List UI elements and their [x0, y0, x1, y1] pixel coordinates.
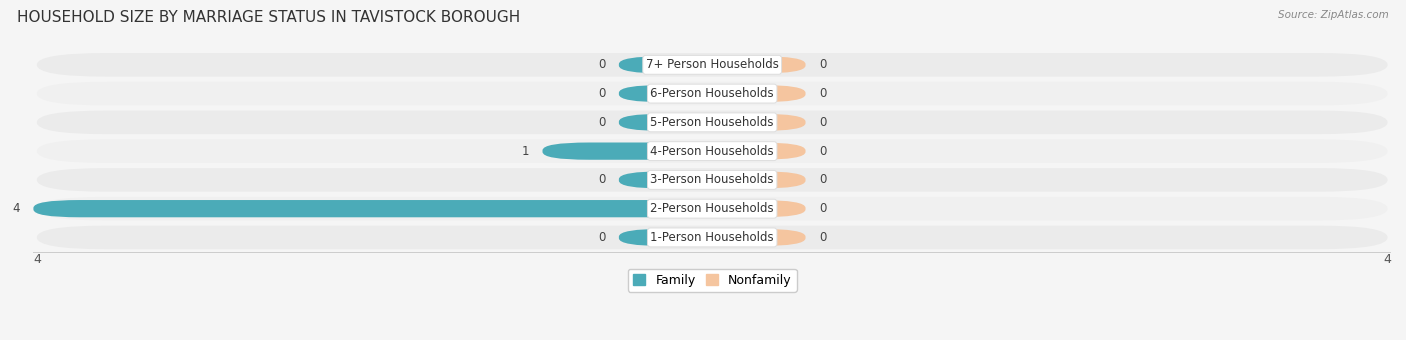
- Text: 0: 0: [820, 116, 827, 129]
- FancyBboxPatch shape: [713, 229, 806, 246]
- FancyBboxPatch shape: [37, 139, 1388, 163]
- FancyBboxPatch shape: [37, 82, 1388, 105]
- Text: 2-Person Households: 2-Person Households: [651, 202, 775, 215]
- Text: 4: 4: [34, 253, 41, 266]
- FancyBboxPatch shape: [713, 142, 806, 160]
- FancyBboxPatch shape: [713, 200, 806, 217]
- FancyBboxPatch shape: [619, 56, 713, 73]
- Text: 0: 0: [820, 202, 827, 215]
- FancyBboxPatch shape: [619, 171, 713, 188]
- Text: 0: 0: [598, 58, 606, 71]
- FancyBboxPatch shape: [619, 85, 713, 102]
- FancyBboxPatch shape: [37, 168, 1388, 192]
- FancyBboxPatch shape: [543, 142, 713, 160]
- Text: HOUSEHOLD SIZE BY MARRIAGE STATUS IN TAVISTOCK BOROUGH: HOUSEHOLD SIZE BY MARRIAGE STATUS IN TAV…: [17, 10, 520, 25]
- FancyBboxPatch shape: [37, 53, 1388, 76]
- Text: 1-Person Households: 1-Person Households: [651, 231, 775, 244]
- Text: 0: 0: [820, 231, 827, 244]
- Text: 0: 0: [820, 144, 827, 158]
- Text: 0: 0: [598, 173, 606, 186]
- Text: 0: 0: [598, 231, 606, 244]
- FancyBboxPatch shape: [713, 114, 806, 131]
- FancyBboxPatch shape: [619, 229, 713, 246]
- Text: 5-Person Households: 5-Person Households: [651, 116, 773, 129]
- Text: 0: 0: [598, 87, 606, 100]
- FancyBboxPatch shape: [619, 114, 713, 131]
- Text: 4: 4: [1384, 253, 1391, 266]
- Text: 6-Person Households: 6-Person Households: [651, 87, 775, 100]
- Text: 3-Person Households: 3-Person Households: [651, 173, 773, 186]
- Text: 1: 1: [522, 144, 529, 158]
- Text: 4-Person Households: 4-Person Households: [651, 144, 775, 158]
- FancyBboxPatch shape: [34, 200, 713, 217]
- Text: 7+ Person Households: 7+ Person Households: [645, 58, 779, 71]
- Legend: Family, Nonfamily: Family, Nonfamily: [627, 269, 797, 292]
- Text: 0: 0: [820, 87, 827, 100]
- Text: 0: 0: [820, 58, 827, 71]
- Text: 0: 0: [820, 173, 827, 186]
- FancyBboxPatch shape: [713, 56, 806, 73]
- FancyBboxPatch shape: [37, 197, 1388, 220]
- FancyBboxPatch shape: [713, 85, 806, 102]
- FancyBboxPatch shape: [37, 110, 1388, 134]
- Text: Source: ZipAtlas.com: Source: ZipAtlas.com: [1278, 10, 1389, 20]
- Text: 4: 4: [13, 202, 20, 215]
- FancyBboxPatch shape: [713, 171, 806, 188]
- Text: 0: 0: [598, 116, 606, 129]
- FancyBboxPatch shape: [37, 226, 1388, 249]
